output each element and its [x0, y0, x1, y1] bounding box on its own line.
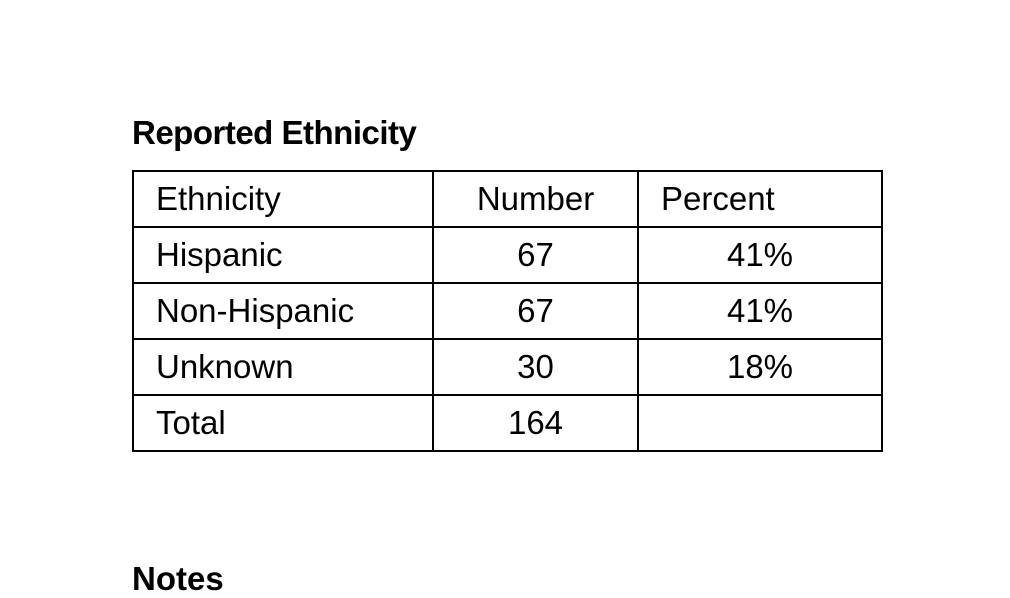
- total-row: Total 164: [132, 394, 883, 452]
- header-cell: Number: [432, 170, 639, 228]
- row: Unknown 30 18%: [132, 338, 883, 396]
- row: Non-Hispanic 67 41%: [132, 282, 883, 340]
- notes-heading: Notes: [132, 560, 224, 597]
- empty-cell: [637, 394, 883, 452]
- cell: 41%: [637, 226, 883, 284]
- table-title: Reported Ethnicity: [132, 114, 417, 151]
- cell: Hispanic: [132, 226, 434, 284]
- cell: 41%: [637, 282, 883, 340]
- header-cell: Ethnicity: [132, 170, 434, 228]
- cell: 67: [432, 226, 639, 284]
- cell: 18%: [637, 338, 883, 396]
- cell: 67: [432, 282, 639, 340]
- cell: 30: [432, 338, 639, 396]
- cell: Total: [132, 394, 434, 452]
- cell: Non-Hispanic: [132, 282, 434, 340]
- cell: 164: [432, 394, 639, 452]
- row: Hispanic 67 41%: [132, 226, 883, 284]
- header-cell: Percent: [637, 170, 883, 228]
- header-row: Ethnicity Number Percent: [132, 170, 883, 228]
- page: Reported Ethnicity Ethnicity Number Perc…: [132, 114, 883, 597]
- cell: Unknown: [132, 338, 434, 396]
- ethnicity-table: Ethnicity Number Percent Hispanic 67 41%…: [132, 170, 883, 452]
